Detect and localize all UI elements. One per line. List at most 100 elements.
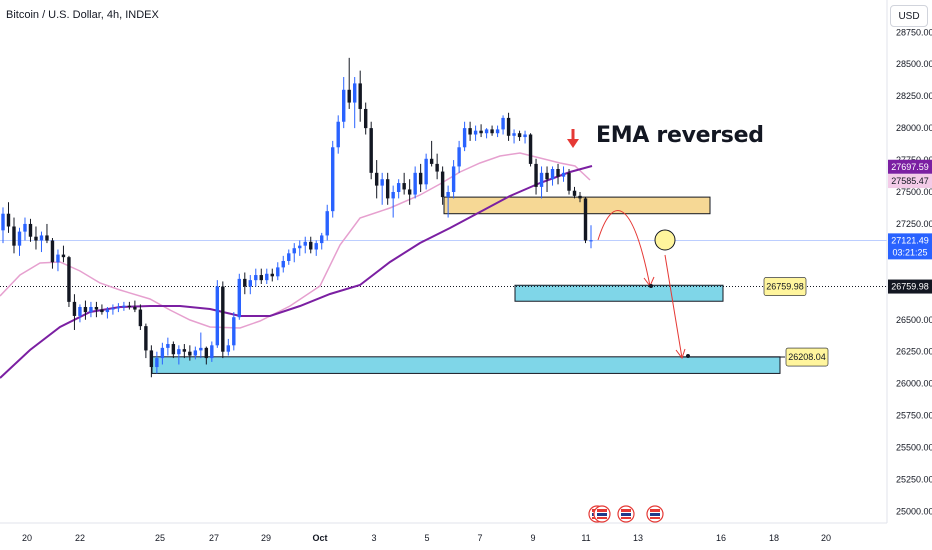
candle [182, 344, 187, 359]
candle-body [369, 128, 373, 173]
candle [78, 304, 82, 323]
ema-short-line [0, 152, 591, 329]
candle-body [567, 172, 571, 191]
candle [226, 338, 231, 356]
candle [578, 192, 582, 203]
candle-body [418, 172, 423, 185]
candle [358, 70, 362, 122]
candle [210, 341, 214, 362]
candle [265, 268, 269, 284]
candle-body [435, 163, 439, 172]
candle [243, 272, 247, 295]
candle [149, 345, 154, 378]
candle-body [160, 347, 165, 359]
candle [528, 133, 533, 167]
candle-body [237, 278, 242, 318]
candle-body [105, 309, 110, 313]
candle-body [451, 166, 456, 192]
candle [188, 345, 192, 361]
candle [270, 268, 274, 282]
candle [215, 280, 220, 348]
candle-body [424, 158, 428, 185]
candle-body [561, 172, 566, 177]
candle [89, 301, 93, 318]
x-tick-label: 7 [477, 533, 482, 543]
candle-body [391, 192, 395, 199]
candle-body [122, 305, 126, 307]
candle-body [484, 129, 489, 134]
candle-body [111, 308, 115, 310]
candle [396, 179, 401, 199]
candle-body [1, 213, 5, 231]
candle-body [45, 235, 49, 241]
price-label: 27585.47 [891, 176, 929, 186]
candle [50, 237, 55, 269]
candle-body [67, 257, 71, 302]
currency-button[interactable]: USD [890, 5, 928, 27]
candle [490, 125, 494, 136]
price-label-bg [888, 279, 932, 294]
candle [561, 166, 566, 182]
events-layer [588, 505, 664, 523]
candle [347, 57, 351, 109]
candle [12, 217, 16, 254]
x-tick-label: 11 [581, 533, 590, 543]
candle-body [259, 275, 263, 281]
candle-body [589, 240, 593, 242]
x-tick-label: 25 [155, 533, 165, 543]
level-label-bg [763, 277, 807, 296]
zones-layer [0, 196, 887, 374]
candle-body [517, 133, 522, 138]
x-tick-label: 9 [530, 533, 535, 543]
candle-body [462, 128, 467, 148]
price-axis-bg [887, 0, 932, 550]
candle-body [506, 117, 511, 136]
candle-body [495, 129, 500, 134]
candle [248, 275, 252, 295]
candle [127, 301, 132, 310]
resistance-zone [443, 196, 711, 215]
y-tick-label: 25750.00 [896, 411, 932, 421]
candle-body [407, 189, 412, 195]
candle-body [199, 347, 203, 351]
x-tick-label: 20 [22, 533, 32, 543]
candle [418, 163, 423, 192]
candle-body [385, 179, 390, 199]
y-tick-label: 26000.00 [896, 379, 932, 389]
candle-body [331, 147, 335, 212]
candle-body [534, 163, 538, 187]
candle [363, 102, 368, 135]
candle [45, 223, 49, 244]
candle-body [440, 171, 445, 198]
candle [567, 169, 571, 195]
candle [413, 166, 417, 199]
candle [539, 166, 544, 199]
candle [281, 255, 285, 273]
projection-arrow-2 [664, 254, 683, 359]
candle-body [298, 245, 302, 249]
candle [155, 351, 159, 374]
candle [144, 323, 148, 359]
target-zone-1 [514, 284, 724, 302]
candle-body [254, 275, 258, 281]
candle [369, 121, 373, 180]
flag-icon [646, 505, 664, 523]
x-tick-label: 20 [821, 533, 831, 543]
candle-body [182, 349, 187, 352]
candle [325, 204, 329, 241]
candle-body [556, 169, 560, 177]
ema-layer [0, 152, 593, 379]
target-dot-2 [686, 354, 690, 358]
chart-title: Bitcoin / U.S. Dollar, 4h, INDEX [6, 9, 159, 21]
candle [517, 130, 522, 141]
y-tick-label: 28250.00 [896, 91, 932, 101]
candle-body [413, 172, 417, 195]
candle [342, 77, 346, 129]
candle-body [309, 241, 313, 250]
candle-body [303, 241, 307, 246]
candle-body [243, 278, 247, 287]
candle [138, 304, 143, 330]
candle [556, 163, 560, 185]
candle-body [204, 347, 209, 359]
